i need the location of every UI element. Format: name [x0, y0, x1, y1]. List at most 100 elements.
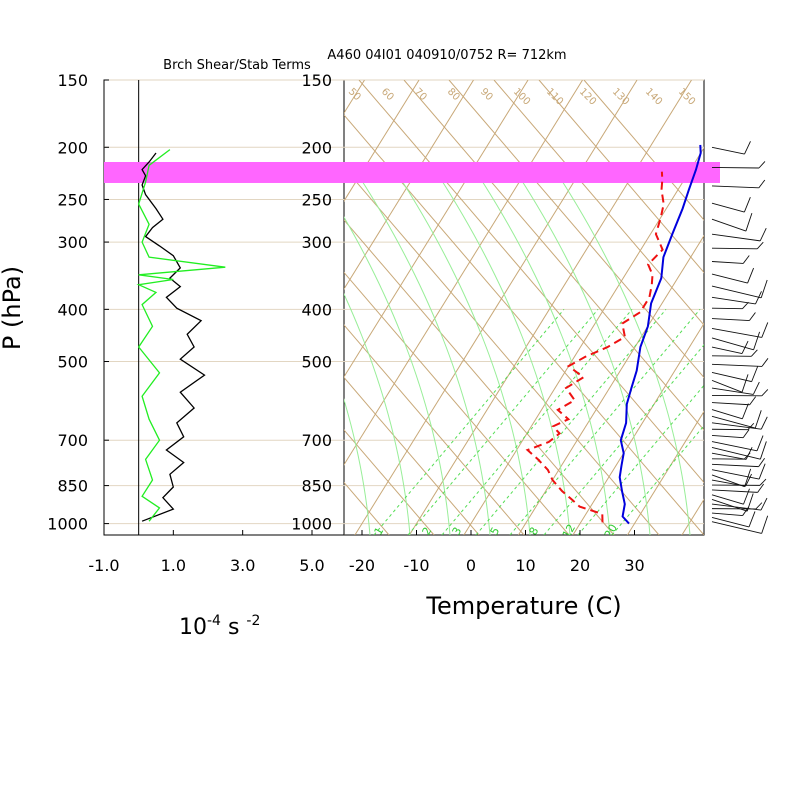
- moist-adiabat: [344, 398, 371, 535]
- isotherm: [627, 410, 704, 535]
- wind-barb: [711, 415, 756, 429]
- mixing-ratio-line: [407, 309, 599, 535]
- left-pressure-tick-label: 250: [57, 190, 88, 209]
- isotherm: [344, 80, 474, 290]
- wind-barb: [711, 261, 744, 264]
- wind-barb-flag: [751, 349, 758, 357]
- wind-barb-flag: [756, 241, 764, 250]
- wind-barb-flag: [761, 322, 769, 338]
- left-x-tick-label: 3.0: [230, 556, 255, 575]
- dry-adiabat: [344, 271, 570, 535]
- wind-barb: [711, 499, 748, 512]
- dry-adiabat: [358, 80, 704, 484]
- wind-barb: [711, 337, 754, 351]
- wind-barb: [711, 233, 761, 242]
- wind-barb-flag: [755, 502, 763, 510]
- wind-barb-flag: [752, 381, 760, 395]
- wind-barb-flag: [758, 161, 766, 169]
- moist-adiabat: [557, 174, 691, 535]
- wind-barb-flag: [743, 196, 751, 213]
- isotherm: [791, 80, 800, 535]
- dry-adiabat: [344, 166, 660, 535]
- temp-tick-label: 30: [624, 556, 644, 575]
- wind-barb-flag: [742, 301, 749, 309]
- dry-adiabat: [344, 219, 615, 535]
- wind-barb: [711, 469, 760, 480]
- wind-barb-flag: [742, 506, 749, 516]
- wind-barb-flag: [741, 403, 749, 419]
- temp-tick-label: 0: [466, 556, 476, 575]
- moist-adiabat: [477, 174, 611, 535]
- unit-base: 10: [179, 615, 207, 640]
- wind-barb: [711, 247, 758, 250]
- temp-tick-label: 20: [570, 556, 590, 575]
- dry-adiabat: [344, 324, 525, 535]
- wind-barb: [711, 489, 758, 493]
- left-x-tick-label: -1.0: [88, 556, 119, 575]
- wind-barb-flag: [745, 213, 753, 232]
- wind-barb: [711, 146, 745, 155]
- wind-barb: [711, 512, 743, 517]
- wind-barb-flag: [745, 473, 752, 487]
- right-panel-title: A460 04I01 040910/0752 R= 712km: [327, 48, 566, 63]
- wind-barb-flag: [759, 441, 767, 460]
- isotherm-label: 90: [478, 86, 495, 103]
- wind-barb-flag: [761, 358, 769, 367]
- left-pressure-tick-label: 1000: [47, 515, 88, 534]
- mixing-ratio-line: [543, 344, 704, 535]
- mixing-label-lower: 12: [560, 522, 578, 541]
- moist-adiabat: [357, 174, 491, 535]
- mixing-ratio-line: [509, 309, 701, 535]
- wind-barb-flag: [751, 366, 759, 382]
- wind-barbs: [711, 141, 769, 534]
- wind-barb: [711, 185, 759, 189]
- wind-barb: [711, 446, 761, 460]
- wind-barb: [711, 516, 750, 528]
- wind-barb: [711, 346, 743, 355]
- wind-barb: [711, 202, 745, 213]
- dewpoint-line: [525, 171, 665, 523]
- wind-barb: [711, 363, 763, 367]
- dry-adiabat: [344, 429, 435, 535]
- wind-barb-flag: [749, 312, 756, 321]
- temp-tick-label: -10: [403, 556, 429, 575]
- moist-adiabat: [437, 174, 571, 535]
- wind-barb: [711, 307, 743, 310]
- stability-term-line: [136, 149, 226, 522]
- wind-barb: [711, 166, 759, 169]
- left-pressure-tick-label: 300: [57, 233, 88, 252]
- isotherm-label: 140: [643, 86, 664, 107]
- wind-barb: [711, 452, 747, 460]
- isotherm: [736, 80, 800, 535]
- mixing-label-lower: 5: [488, 525, 503, 538]
- wind-barb: [711, 273, 748, 284]
- wind-barb-flag: [744, 141, 751, 155]
- unit-exp1: -4: [207, 613, 221, 629]
- highlight-band: [104, 161, 720, 183]
- isotherm: [572, 322, 704, 535]
- dry-adiabat: [538, 80, 704, 274]
- wind-barb: [711, 327, 762, 338]
- wind-barb-flag: [760, 279, 768, 299]
- dry-adiabat: [344, 376, 480, 535]
- wind-barb-flag: [741, 340, 749, 354]
- wind-barb-flag: [742, 429, 750, 438]
- isotherm: [344, 80, 420, 202]
- wind-barb-flag: [759, 227, 767, 242]
- wind-barb-flag: [757, 483, 765, 493]
- wind-barb-flag: [760, 416, 768, 430]
- right-pressure-tick-label: 250: [301, 190, 332, 209]
- right-pressure-tick-label: 400: [301, 300, 332, 319]
- isotherm: [0, 80, 256, 535]
- dry-adiabat: [583, 80, 704, 221]
- wind-barb-flag: [753, 331, 761, 350]
- wind-barb-flag: [741, 374, 749, 393]
- wind-barb-flag: [747, 267, 755, 284]
- temperature-line: [618, 144, 702, 525]
- dry-adiabat: [344, 534, 345, 535]
- isotherm: [344, 80, 529, 378]
- wind-barb-flag: [760, 497, 768, 511]
- left-pressure-tick-label: 500: [57, 353, 88, 372]
- wind-barb-flag: [759, 478, 767, 486]
